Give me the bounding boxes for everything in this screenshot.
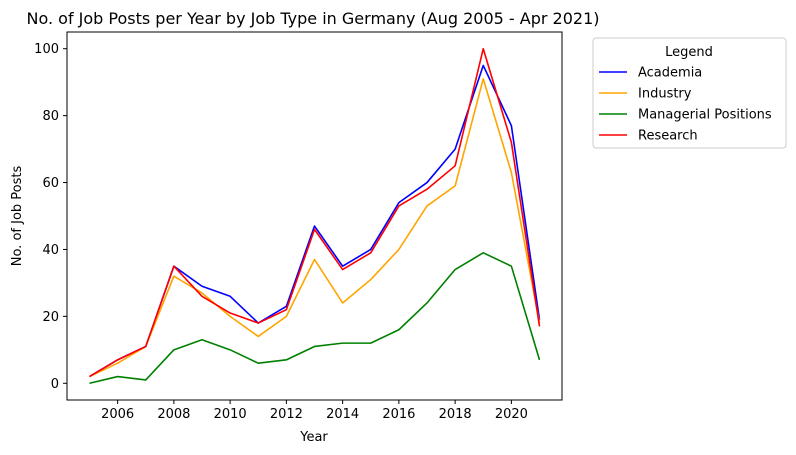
x-tick-label: 2012	[270, 407, 303, 422]
x-tick-label: 2014	[326, 407, 359, 422]
y-tick-label: 80	[42, 109, 59, 124]
x-tick-label: 2008	[157, 407, 190, 422]
y-axis-title: No. of Job Posts	[10, 166, 25, 267]
y-tick-label: 0	[51, 377, 59, 392]
legend: Legend Academia Industry Managerial Positi…	[592, 37, 787, 149]
x-axis: 2006 2008 2010 2012 2014 2016 2018 2020	[101, 400, 528, 422]
chart-title: No. of Job Posts per Year by Job Type in…	[27, 9, 600, 28]
x-tick-label: 2006	[101, 407, 134, 422]
legend-label: Academia	[638, 66, 702, 81]
series-line-managerial-positions	[89, 252, 541, 385]
plot-frame	[66, 31, 563, 401]
legend-label: Research	[638, 129, 698, 144]
y-axis: 0 20 40 60 80 100	[34, 42, 67, 392]
x-tick-label: 2016	[382, 407, 415, 422]
x-tick-label: 2020	[495, 407, 528, 422]
legend-label: Industry	[638, 87, 692, 102]
y-tick-label: 40	[42, 243, 59, 258]
legend-label: Managerial Positions	[638, 108, 772, 123]
series-line-academia	[89, 64, 541, 378]
x-tick-label: 2010	[214, 407, 247, 422]
y-tick-label: 60	[42, 176, 59, 191]
x-tick-label: 2018	[439, 407, 472, 422]
x-axis-title: Year	[299, 430, 328, 445]
legend-title: Legend	[665, 45, 713, 60]
y-tick-label: 100	[34, 42, 59, 57]
series-line-research	[89, 47, 541, 378]
plot-area	[89, 47, 541, 385]
legend-box	[592, 37, 787, 149]
y-tick-label: 20	[42, 310, 59, 325]
series-line-industry	[89, 78, 541, 378]
